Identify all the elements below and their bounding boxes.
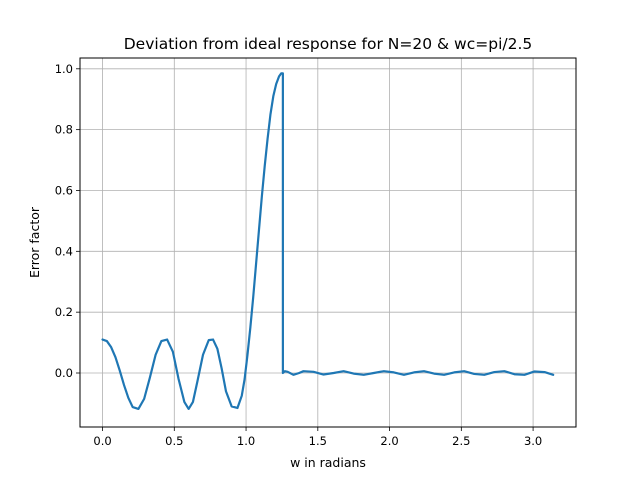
chart-title: Deviation from ideal response for N=20 &… — [124, 35, 533, 53]
series-line — [101, 72, 555, 410]
y-tick-label: 0.2 — [55, 305, 73, 319]
y-tick-label: 0.0 — [55, 366, 73, 380]
y-tick-label: 0.4 — [55, 244, 73, 258]
plot-area — [80, 58, 576, 427]
x-tick-label: 3.0 — [524, 434, 542, 448]
y-tick-label: 0.6 — [55, 183, 73, 197]
x-tick-label: 2.0 — [380, 434, 398, 448]
y-axis-label: Error factor — [27, 206, 42, 278]
x-tick-label: 1.5 — [309, 434, 327, 448]
y-tick-label: 0.8 — [55, 123, 73, 137]
x-tick-label: 0.0 — [93, 434, 111, 448]
y-tick-label: 1.0 — [55, 62, 73, 76]
x-axis-label: w in radians — [290, 455, 366, 470]
x-tick-label: 2.5 — [452, 434, 470, 448]
plot-frame — [79, 57, 577, 428]
ticks: 0.0 0.5 1.0 1.5 2.0 2.5 3.0 0.0 0.2 0.4 0.6 0.8 1.0 — [55, 62, 543, 448]
x-tick-label: 0.5 — [165, 434, 183, 448]
x-tick-label: 1.0 — [237, 434, 255, 448]
